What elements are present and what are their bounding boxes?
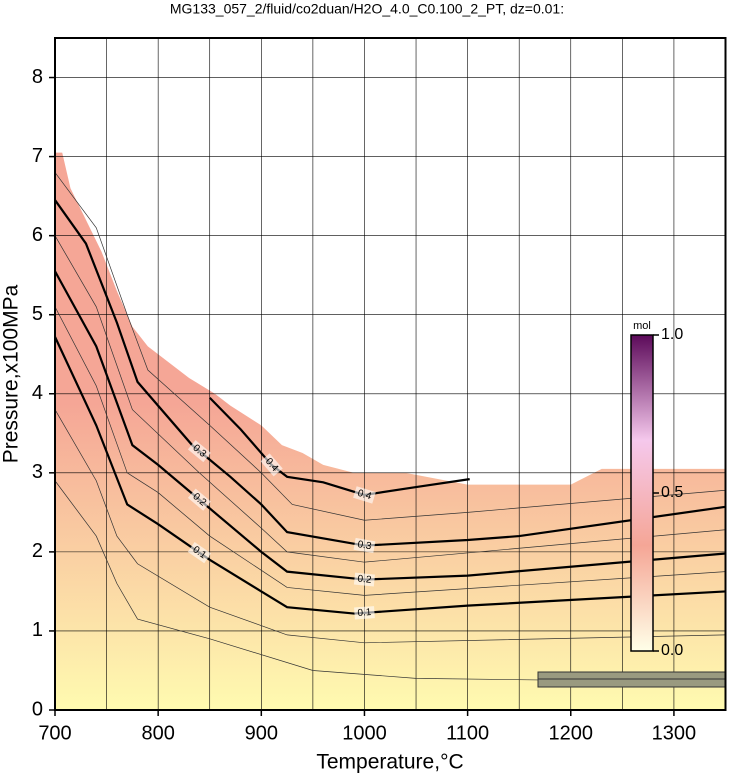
contour-label-group: 0.4	[353, 486, 376, 504]
colorbar-tick-label: 0.0	[661, 642, 683, 659]
contour-label-bg	[260, 453, 283, 477]
contour-line	[55, 199, 726, 547]
contour-label-bg	[353, 572, 376, 587]
contour-label-group: 0.1	[354, 606, 375, 620]
y-axis-label: Pressure,x100MPa	[0, 284, 23, 463]
y-tick-label: 8	[32, 66, 43, 88]
contour-label: 0.1	[357, 607, 372, 619]
chart-title: MG133_057_2/fluid/co2duan/H2O_4.0_C0.100…	[170, 1, 564, 17]
x-tick-label: 1300	[652, 722, 697, 744]
x-tick-label: 1100	[446, 722, 489, 744]
contour-label-bg	[354, 606, 375, 620]
y-tick-label: 5	[32, 303, 43, 325]
y-tick-label: 2	[32, 540, 43, 562]
y-tick-label: 3	[32, 461, 43, 483]
contour-line	[55, 480, 726, 683]
y-tick-label: 6	[32, 224, 43, 246]
x-tick-label: 700	[38, 722, 71, 744]
y-tick-label: 0	[32, 698, 43, 720]
contour-line	[55, 306, 726, 596]
y-tick-label: 1	[32, 619, 43, 641]
contour-label-group: 0.2	[353, 572, 376, 587]
overlay: 700 800 900 1000 1100 1200 1300 0 1 2 3 4 5 6 7 8 mol 0.0…	[32, 66, 696, 744]
x-tick-label: 800	[141, 722, 174, 744]
plot-area: 0.10.10.20.20.30.30.40.4	[55, 38, 726, 710]
contour-label-bg	[353, 486, 376, 504]
x-tick-label: 900	[245, 722, 278, 744]
contour-line	[55, 336, 726, 615]
contour-label: 0.3	[357, 539, 373, 552]
colorbar	[630, 334, 654, 652]
contour-line	[55, 235, 726, 563]
frame	[54, 37, 727, 711]
x-tick-label: 1000	[342, 722, 387, 744]
y-tick-label: 7	[32, 145, 43, 167]
contour-line	[55, 172, 726, 521]
stability-field	[55, 152, 726, 710]
colorbar-tick-label: 1.0	[661, 326, 683, 343]
contour-label-group: 0.3	[353, 537, 376, 554]
x-tick-label: 1200	[549, 722, 594, 744]
colorbar-tick-label: 0.5	[661, 484, 683, 501]
x-axis-label: Temperature,°C	[316, 751, 463, 774]
colorbar-title: mol	[633, 320, 651, 332]
y-tick-label: 4	[32, 382, 43, 404]
contour-line	[208, 396, 470, 497]
contour-line	[55, 270, 726, 581]
contour-label: 0.4	[356, 488, 373, 503]
contour-label-bg	[187, 488, 211, 511]
contour-line	[55, 409, 726, 644]
contour-label-bg	[187, 542, 212, 564]
contour-label: 0.2	[357, 574, 372, 586]
contour-label-bg	[353, 537, 376, 554]
contour-label-bg	[187, 440, 211, 463]
